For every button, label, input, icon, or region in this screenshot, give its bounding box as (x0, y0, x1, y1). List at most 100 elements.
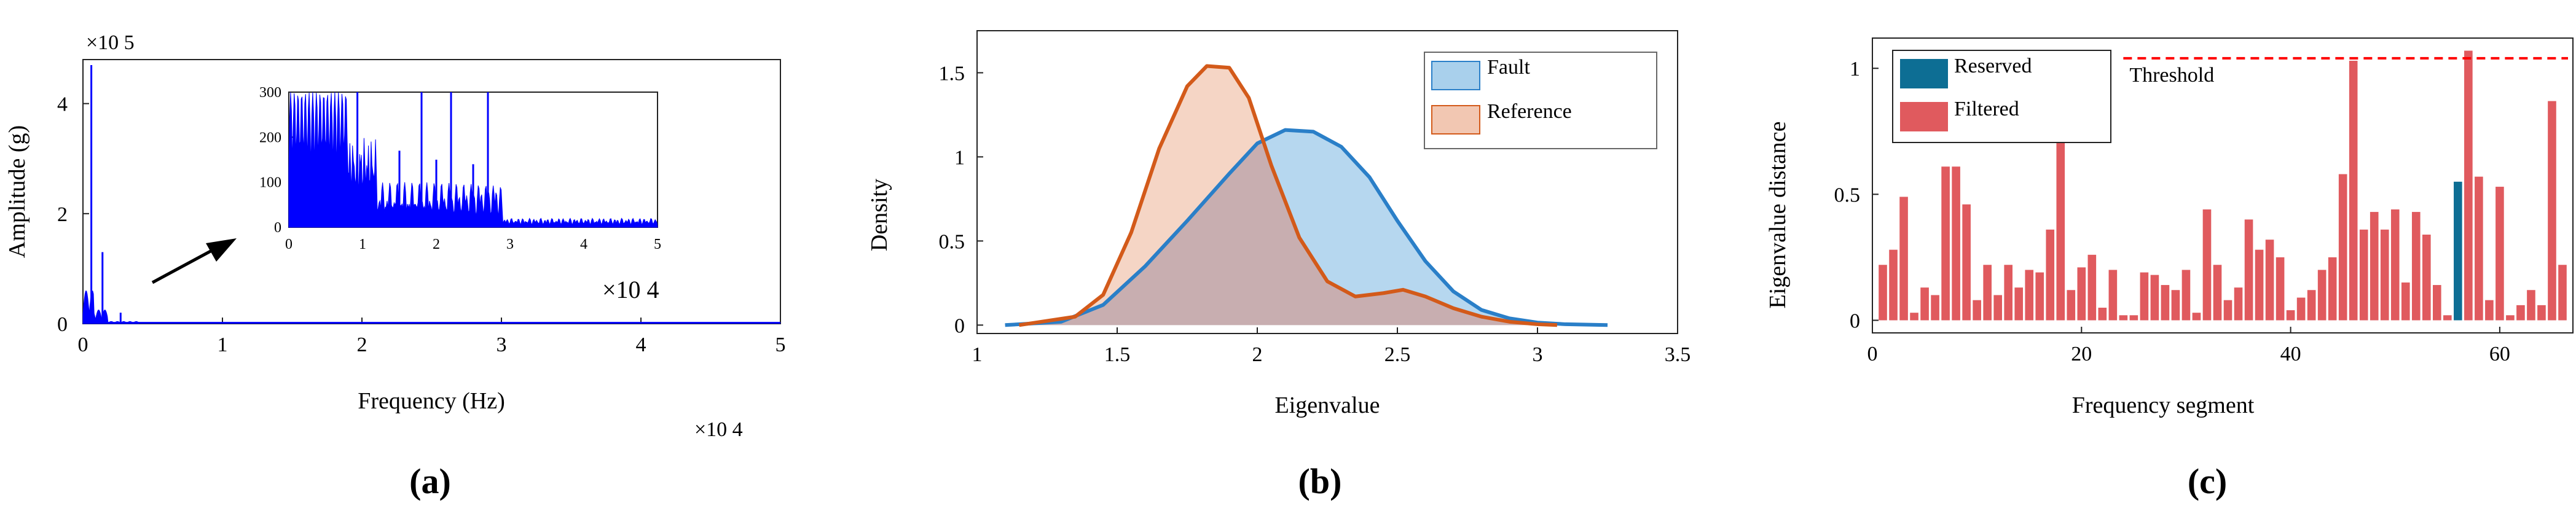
panel-c-label: (c) (2188, 461, 2227, 501)
bar-filtered (1879, 265, 1887, 321)
bar-filtered (2286, 310, 2295, 321)
legend-label-reference: Reference (1487, 100, 1572, 123)
bar-filtered (2129, 315, 2138, 321)
bar-filtered (2150, 275, 2159, 321)
inset-x-tick-label: 0 (285, 236, 293, 252)
bar-filtered (2244, 219, 2253, 321)
bar-filtered (2004, 265, 2012, 321)
bar-filtered (1931, 295, 1939, 321)
x-tick-label: 3 (497, 334, 507, 356)
bar-filtered (1941, 166, 1950, 321)
panel-a-xlabel: Frequency (Hz) (358, 388, 505, 414)
bar-filtered (1952, 166, 1960, 321)
y-tick-label: 0 (1850, 310, 1860, 332)
bar-filtered (2296, 297, 2306, 321)
bar-filtered (2401, 282, 2410, 321)
x-tick-label: 3 (1533, 343, 1543, 366)
bar-filtered (2443, 315, 2452, 321)
bar-filtered (2338, 174, 2347, 321)
bar-filtered (2537, 305, 2546, 321)
bar-filtered (2098, 307, 2107, 321)
bar-filtered (2202, 209, 2212, 321)
panel-a-label: (a) (409, 461, 451, 501)
legend-label-filtered: Filtered (1954, 98, 2019, 120)
x-tick-label: 0 (1867, 343, 1878, 365)
panel-c: 0 20 40 60 0 0.5 1 Frequency segment Eigenval… (1765, 37, 2574, 501)
inset-x-tick-label: 3 (506, 236, 514, 252)
inset-arrow (151, 247, 216, 284)
bar-filtered (2255, 249, 2264, 321)
bar-filtered (2056, 133, 2065, 321)
bar-filtered (2411, 212, 2421, 321)
x-tick-label: 2.5 (1384, 343, 1411, 366)
y-tick-label: 0 (954, 314, 965, 337)
x-tick-label: 1 (218, 334, 228, 356)
x-tick-label: 0 (78, 334, 88, 356)
x-tick-label: 4 (636, 334, 646, 356)
reference-line (1018, 64, 1558, 327)
y-tick-label: 4 (57, 93, 68, 116)
bar-filtered (2380, 229, 2389, 321)
bar-filtered (2265, 240, 2274, 321)
legend-label-fault: Fault (1487, 56, 1530, 79)
threshold-label: Threshold (2129, 64, 2214, 87)
bar-filtered (2077, 267, 2086, 321)
inset-x-exponent: ×10 4 (602, 276, 659, 303)
bar-filtered (2506, 315, 2515, 321)
panel-b-legend: Fault Reference (1424, 52, 1657, 149)
bar-filtered (2087, 254, 2097, 321)
bar-filtered (2161, 285, 2170, 321)
bar-filtered (1962, 204, 1971, 321)
inset-y-tick-label: 0 (274, 220, 281, 236)
bar-filtered (2213, 265, 2222, 321)
panel-b-label: (b) (1298, 461, 1342, 501)
bar-filtered (2025, 270, 2034, 321)
spectrum-dense-region (82, 291, 139, 324)
bar-filtered (2548, 101, 2556, 321)
x-tick-label: 60 (2489, 343, 2510, 365)
x-tick-label: 3.5 (1665, 343, 1691, 366)
y-tick-label: 0.5 (1834, 184, 1861, 206)
bar-filtered (2171, 290, 2180, 321)
bar-filtered (2475, 176, 2483, 321)
y-tick-label: 0.5 (939, 230, 965, 253)
y-tick-label: 2 (57, 203, 68, 226)
bar-filtered (2276, 257, 2285, 321)
inset-y-tick-label: 300 (259, 85, 281, 101)
inset-arrow-head (206, 238, 237, 262)
bar-filtered (1920, 287, 1929, 321)
bar-filtered (2317, 270, 2327, 321)
bar-filtered (2035, 272, 2044, 321)
bar-filtered (1973, 300, 1981, 321)
panel-c-legend: Reserved Filtered (1892, 50, 2111, 143)
bar-filtered (2485, 300, 2494, 321)
bar-filtered (2181, 270, 2191, 321)
bar-filtered (2307, 290, 2316, 321)
bar-filtered (2370, 212, 2379, 321)
legend-swatch-filtered (1900, 102, 1948, 131)
bar-filtered (2328, 257, 2337, 321)
bar-filtered (1983, 265, 1992, 321)
bar-filtered (2067, 290, 2076, 321)
bar-filtered (2234, 287, 2243, 321)
bar-filtered (1899, 197, 1908, 321)
y-tick-label: 1.5 (939, 62, 965, 85)
legend-label-reserved: Reserved (1954, 55, 2032, 77)
legend-swatch-fault (1431, 61, 1480, 90)
bar-filtered (2140, 272, 2149, 321)
bar-reserved (2454, 181, 2462, 321)
inset-y-tick-label: 100 (259, 175, 281, 191)
bar-filtered (2223, 300, 2232, 321)
legend-swatch-reference (1431, 105, 1480, 135)
x-tick-label: 1.5 (1104, 343, 1131, 366)
inset-x-tick-label: 2 (433, 236, 440, 252)
x-tick-label: 5 (776, 334, 786, 356)
bar-filtered (1993, 295, 2002, 321)
bar-filtered (2422, 235, 2431, 321)
panel-a: 0 1 2 3 4 5 0 2 4 ×10 5 ×10 4 Frequency (Hz) Am… (4, 31, 786, 501)
panel-a-ylabel: Amplitude (g) (4, 125, 30, 258)
x-tick-label: 20 (2071, 343, 2092, 365)
bar-filtered (2359, 229, 2368, 321)
inset-y-tick-label: 200 (259, 130, 281, 146)
